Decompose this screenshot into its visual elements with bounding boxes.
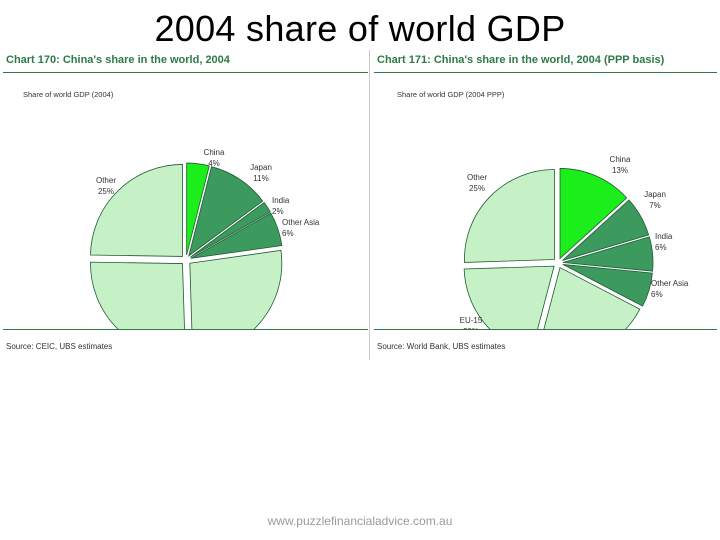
chart-footer-left: Source: CEIC, UBS estimates [3, 329, 368, 360]
pie-label-japan-left: Japan 11% [250, 163, 272, 183]
chart-footer-right: Source: World Bank, UBS estimates [374, 329, 717, 360]
footer-url: www.puzzlefinancialadvice.com.au [267, 514, 453, 528]
chart-header-right: Chart 171: China's share in the world, 2… [374, 50, 717, 73]
pie-label-us-left: US27% [265, 328, 281, 329]
chart-source-right: Source: World Bank, UBS estimates [377, 342, 506, 351]
chart-panel-left: Chart 170: China's share in the world, 2… [3, 50, 368, 360]
pie-slice-other-left [90, 164, 183, 257]
chart-subtitle-left: Share of world GDP (2004) [23, 90, 114, 99]
pie-slice-india-left [189, 201, 271, 258]
pie-slice-eu-15-left [90, 261, 185, 329]
pie-slice-japan-left [188, 166, 264, 257]
slide-title: 2004 share of world GDP [154, 8, 566, 49]
pie-label-other-left: Other 25% [96, 176, 116, 196]
chart-panel-right: Chart 171: China's share in the world, 2… [374, 50, 717, 360]
pie-label-other-asia-left: Other Asia 6% [282, 218, 320, 238]
pie-slice-china-right [559, 168, 628, 260]
chart-title-right: Chart 171: China's share in the world, 2… [377, 54, 665, 66]
pie-slice-us-left [189, 249, 283, 329]
pie-slice-india-right [562, 236, 654, 272]
pie-label-india-right: India 6% [655, 232, 673, 252]
chart-title-left: Chart 170: China's share in the world, 2… [6, 54, 230, 66]
chart-header-left: Chart 170: China's share in the world, 2… [3, 50, 368, 73]
pie-label-eu-15-right: EU-1520% [460, 316, 483, 329]
chart-source-left: Source: CEIC, UBS estimates [6, 342, 113, 351]
pie-label-china-left: China 4% [204, 148, 225, 168]
pie-label-japan-right: Japan 7% [644, 190, 666, 210]
pie-slice-other-asia-left [190, 212, 283, 259]
pie-slice-other-asia-right [562, 264, 653, 307]
pie-label-china-right: China 13% [610, 155, 631, 175]
chart-subtitle-right: Share of world GDP (2004 PPP) [397, 90, 505, 99]
panel-divider [369, 50, 370, 360]
pie-slice-eu-15-right [463, 265, 555, 329]
pie-slice-japan-right [562, 199, 650, 261]
pie-label-other-right: Other 25% [467, 173, 487, 193]
pie-slice-china-left [186, 162, 210, 256]
pie-label-other-asia-right: Other Asia 6% [651, 279, 689, 299]
pie-slice-other-right [464, 169, 555, 263]
pie-label-india-left: India 2% [272, 196, 290, 216]
pie-slice-us-right [543, 266, 641, 329]
